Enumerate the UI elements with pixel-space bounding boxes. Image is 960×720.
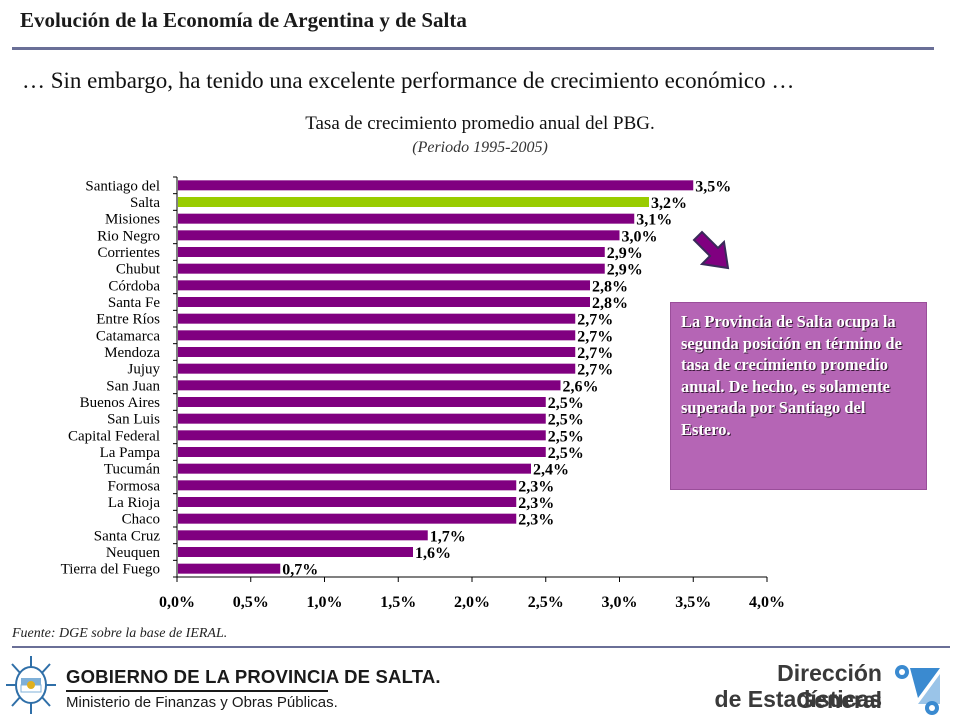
data-label: 1,6% [415,545,451,562]
x-tick-label: 2,0% [454,594,490,611]
data-label: 2,8% [592,278,628,295]
chart-subtitle: (Periodo 1995-2005) [412,139,548,156]
category-label: Santa Cruz [94,528,161,544]
category-label: La Pampa [100,445,161,461]
category-label: Jujuy [127,362,160,378]
category-label: Catamarca [96,328,160,344]
header-divider [12,47,934,50]
category-label: San Luis [107,412,160,428]
x-tick-label: 1,0% [307,594,343,611]
bar [178,363,576,374]
bar [178,230,620,241]
data-label: 3,1% [636,212,672,229]
category-label: Santiago del [85,178,160,194]
source-note: Fuente: DGE sobre la base de IERAL. [12,626,228,641]
x-tick-label: 0,0% [159,594,195,611]
bar [178,480,517,491]
category-label: Santa Fe [108,295,160,311]
category-label: Neuquen [106,545,161,561]
category-label: Entre Ríos [96,312,160,328]
chart-title: Tasa de crecimiento promedio anual del P… [305,113,655,134]
bar [178,413,546,424]
province-emblem-icon [6,656,56,714]
x-tick-label: 2,5% [528,594,564,611]
page-title: Evolución de la Economía de Argentina y … [20,8,467,32]
bar [178,180,694,191]
category-label: La Rioja [108,495,160,511]
x-tick-label: 3,0% [602,594,638,611]
data-label: 2,9% [607,262,643,279]
category-label: Chubut [116,262,161,278]
category-label: Corrientes [98,245,161,261]
category-label: Salta [130,195,160,211]
bar [178,280,590,291]
bar [178,530,428,541]
bar [178,397,546,407]
dge-name-line1: Dirección General [777,660,882,713]
bar [178,247,605,257]
category-label: Tucumán [104,462,161,478]
x-tick-label: 3,5% [675,594,711,611]
bar [178,330,576,341]
category-label: Buenos Aires [80,395,161,411]
category-label: Chaco [122,512,160,528]
bar [178,463,531,474]
category-label: Misiones [105,212,160,228]
data-label: 2,5% [548,445,584,462]
data-label: 3,0% [622,228,658,245]
data-label: 2,7% [577,345,613,362]
data-label: 2,9% [607,245,643,262]
data-label: 2,5% [548,428,584,445]
category-label: Mendoza [104,345,160,361]
data-label: 2,6% [563,378,599,395]
data-label: 2,3% [518,478,554,495]
data-label: 2,3% [518,512,554,529]
category-label: Formosa [108,478,161,494]
data-label: 2,7% [577,362,613,379]
bar [178,513,517,524]
x-tick-label: 0,5% [233,594,269,611]
dge-name-line2: de Estadísticas [714,686,882,712]
bar [178,497,517,507]
category-label: Capital Federal [68,428,160,444]
callout-text: La Provincia de Salta ocupa la segunda p… [681,312,902,439]
ministry-name: Ministerio de Finanzas y Obras Públicas. [66,694,338,711]
growth-bar-chart: Santiago del 3,5% Salta 3,2% Misiones 3,1% Rio… [61,176,785,611]
bar [178,380,561,391]
bar [178,347,576,357]
data-label: 0,7% [282,562,318,579]
category-label: Córdoba [108,278,160,294]
bar [178,447,546,457]
footer-divider [12,646,950,648]
bar [178,547,413,557]
category-label: San Juan [106,378,160,394]
bar [178,563,281,574]
data-label: 2,8% [592,295,628,312]
bar [178,430,546,441]
page-subtitle: … Sin embargo, ha tenido una excelente p… [22,68,795,93]
bar [178,197,649,207]
category-label: Rio Negro [97,228,160,244]
data-label: 2,5% [548,412,584,429]
data-label: 2,7% [577,328,613,345]
bar [178,263,605,274]
x-tick-label: 4,0% [749,594,785,611]
dge-logo-icon [895,665,940,715]
bar [178,313,576,324]
category-label: Tierra del Fuego [61,562,160,578]
arrow-down-right-icon [692,230,730,270]
government-name: GOBIERNO DE LA PROVINCIA DE SALTA. [66,666,441,687]
bar [178,213,635,224]
government-rule [66,690,328,692]
data-label: 1,7% [430,528,466,545]
data-label: 3,5% [695,178,731,195]
data-label: 2,3% [518,495,554,512]
data-label: 3,2% [651,195,687,212]
callout-box: La Provincia de Salta ocupa la segunda p… [670,302,927,490]
data-label: 2,7% [577,312,613,329]
bar [178,297,590,307]
data-label: 2,4% [533,462,569,479]
x-tick-label: 1,5% [380,594,416,611]
data-label: 2,5% [548,395,584,412]
